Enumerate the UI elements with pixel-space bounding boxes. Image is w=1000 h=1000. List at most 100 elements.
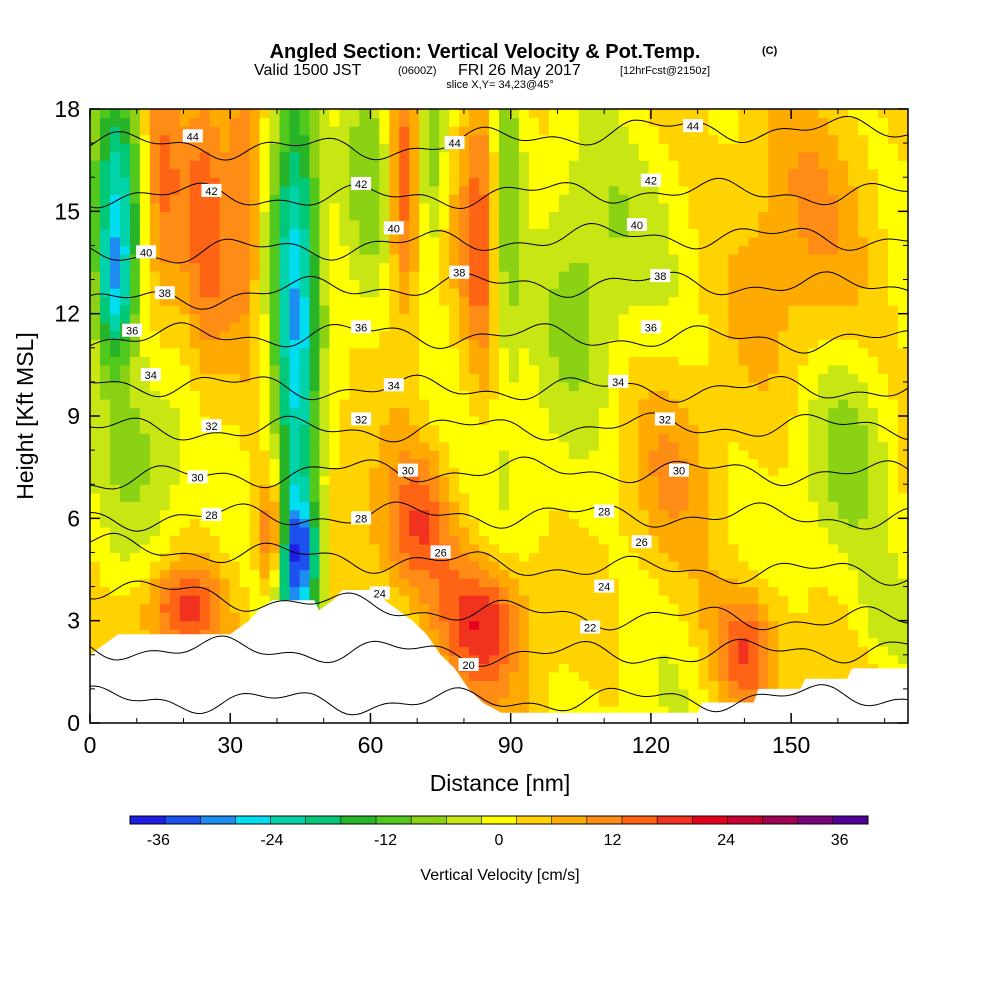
velocity-cell	[149, 347, 161, 357]
velocity-cell	[249, 339, 261, 349]
velocity-cell	[898, 339, 908, 349]
velocity-cell	[598, 219, 610, 229]
velocity-cell	[209, 279, 221, 289]
velocity-cell	[848, 373, 859, 383]
velocity-cell	[209, 296, 221, 306]
velocity-cell	[508, 595, 520, 605]
velocity-cell	[618, 612, 630, 622]
velocity-cell	[469, 475, 480, 485]
velocity-cell	[149, 211, 161, 221]
velocity-cell	[668, 637, 680, 647]
velocity-cell	[628, 654, 640, 664]
velocity-cell	[868, 236, 879, 247]
velocity-cell	[479, 560, 490, 571]
velocity-cell	[369, 356, 380, 366]
velocity-cell	[768, 475, 779, 485]
velocity-cell	[309, 245, 321, 255]
velocity-cell	[618, 279, 630, 289]
velocity-cell	[289, 219, 301, 229]
velocity-cell	[768, 236, 779, 247]
velocity-cell	[119, 245, 131, 255]
velocity-cell	[848, 484, 859, 494]
velocity-cell	[568, 595, 580, 605]
velocity-cell	[508, 450, 520, 460]
velocity-cell	[838, 296, 849, 306]
velocity-cell	[369, 441, 380, 451]
velocity-cell	[548, 407, 560, 417]
velocity-cell	[538, 467, 550, 477]
velocity-cell	[109, 578, 121, 588]
velocity-cell	[139, 296, 151, 306]
velocity-cell	[219, 202, 231, 212]
velocity-cell	[698, 245, 710, 255]
velocity-cell	[249, 202, 261, 212]
velocity-cell	[189, 202, 201, 212]
velocity-cell	[828, 637, 839, 647]
velocity-cell	[698, 236, 710, 247]
velocity-cell	[888, 543, 899, 554]
velocity-cell	[99, 629, 111, 639]
velocity-cell	[259, 398, 271, 409]
velocity-cell	[129, 245, 141, 255]
velocity-cell	[678, 484, 690, 494]
velocity-cell	[618, 654, 630, 664]
velocity-cell	[508, 271, 520, 281]
velocity-cell	[538, 288, 550, 298]
velocity-cell	[728, 492, 740, 502]
velocity-cell	[219, 492, 231, 502]
velocity-cell	[499, 450, 510, 460]
velocity-cell	[518, 467, 530, 477]
velocity-cell	[129, 586, 141, 596]
velocity-cell	[399, 296, 410, 306]
velocity-cell	[489, 671, 500, 681]
velocity-cell	[788, 407, 799, 417]
velocity-cell	[588, 416, 600, 426]
velocity-cell	[169, 612, 181, 622]
velocity-cell	[299, 416, 311, 426]
velocity-cell	[249, 467, 261, 477]
velocity-cell	[279, 347, 291, 357]
velocity-cell	[558, 543, 570, 554]
velocity-cell	[309, 492, 321, 502]
velocity-cell	[658, 569, 670, 579]
velocity-cell	[868, 475, 879, 485]
velocity-cell	[219, 441, 231, 451]
velocity-cell	[898, 373, 908, 383]
velocity-cell	[269, 305, 281, 315]
velocity-cell	[109, 501, 121, 511]
velocity-cell	[389, 373, 400, 383]
velocity-cell	[229, 569, 241, 579]
velocity-cell	[399, 441, 410, 451]
velocity-cell	[628, 441, 640, 451]
velocity-cell	[658, 560, 670, 571]
velocity-cell	[698, 560, 710, 571]
velocity-cell	[748, 492, 759, 502]
velocity-cell	[109, 416, 121, 426]
velocity-cell	[329, 501, 340, 511]
velocity-cell	[788, 373, 799, 383]
velocity-cell	[389, 535, 400, 545]
velocity-cell	[678, 705, 690, 716]
velocity-cell	[628, 279, 640, 289]
velocity-cell	[728, 654, 740, 664]
velocity-cell	[578, 595, 590, 605]
velocity-cell	[499, 262, 510, 272]
velocity-cell	[738, 416, 749, 426]
velocity-cell	[668, 313, 680, 323]
velocity-cell	[518, 253, 530, 264]
velocity-cell	[139, 202, 151, 212]
velocity-cell	[489, 458, 500, 468]
velocity-cell	[758, 279, 769, 289]
velocity-cell	[538, 228, 550, 238]
velocity-cell	[279, 407, 291, 417]
velocity-cell	[189, 578, 201, 588]
velocity-cell	[289, 262, 301, 272]
velocity-cell	[728, 586, 740, 596]
velocity-cell	[638, 236, 650, 247]
velocity-cell	[598, 467, 610, 477]
velocity-cell	[309, 569, 321, 579]
velocity-cell	[409, 543, 420, 554]
velocity-cell	[309, 416, 321, 426]
velocity-cell	[898, 526, 908, 536]
velocity-cell	[808, 560, 819, 571]
